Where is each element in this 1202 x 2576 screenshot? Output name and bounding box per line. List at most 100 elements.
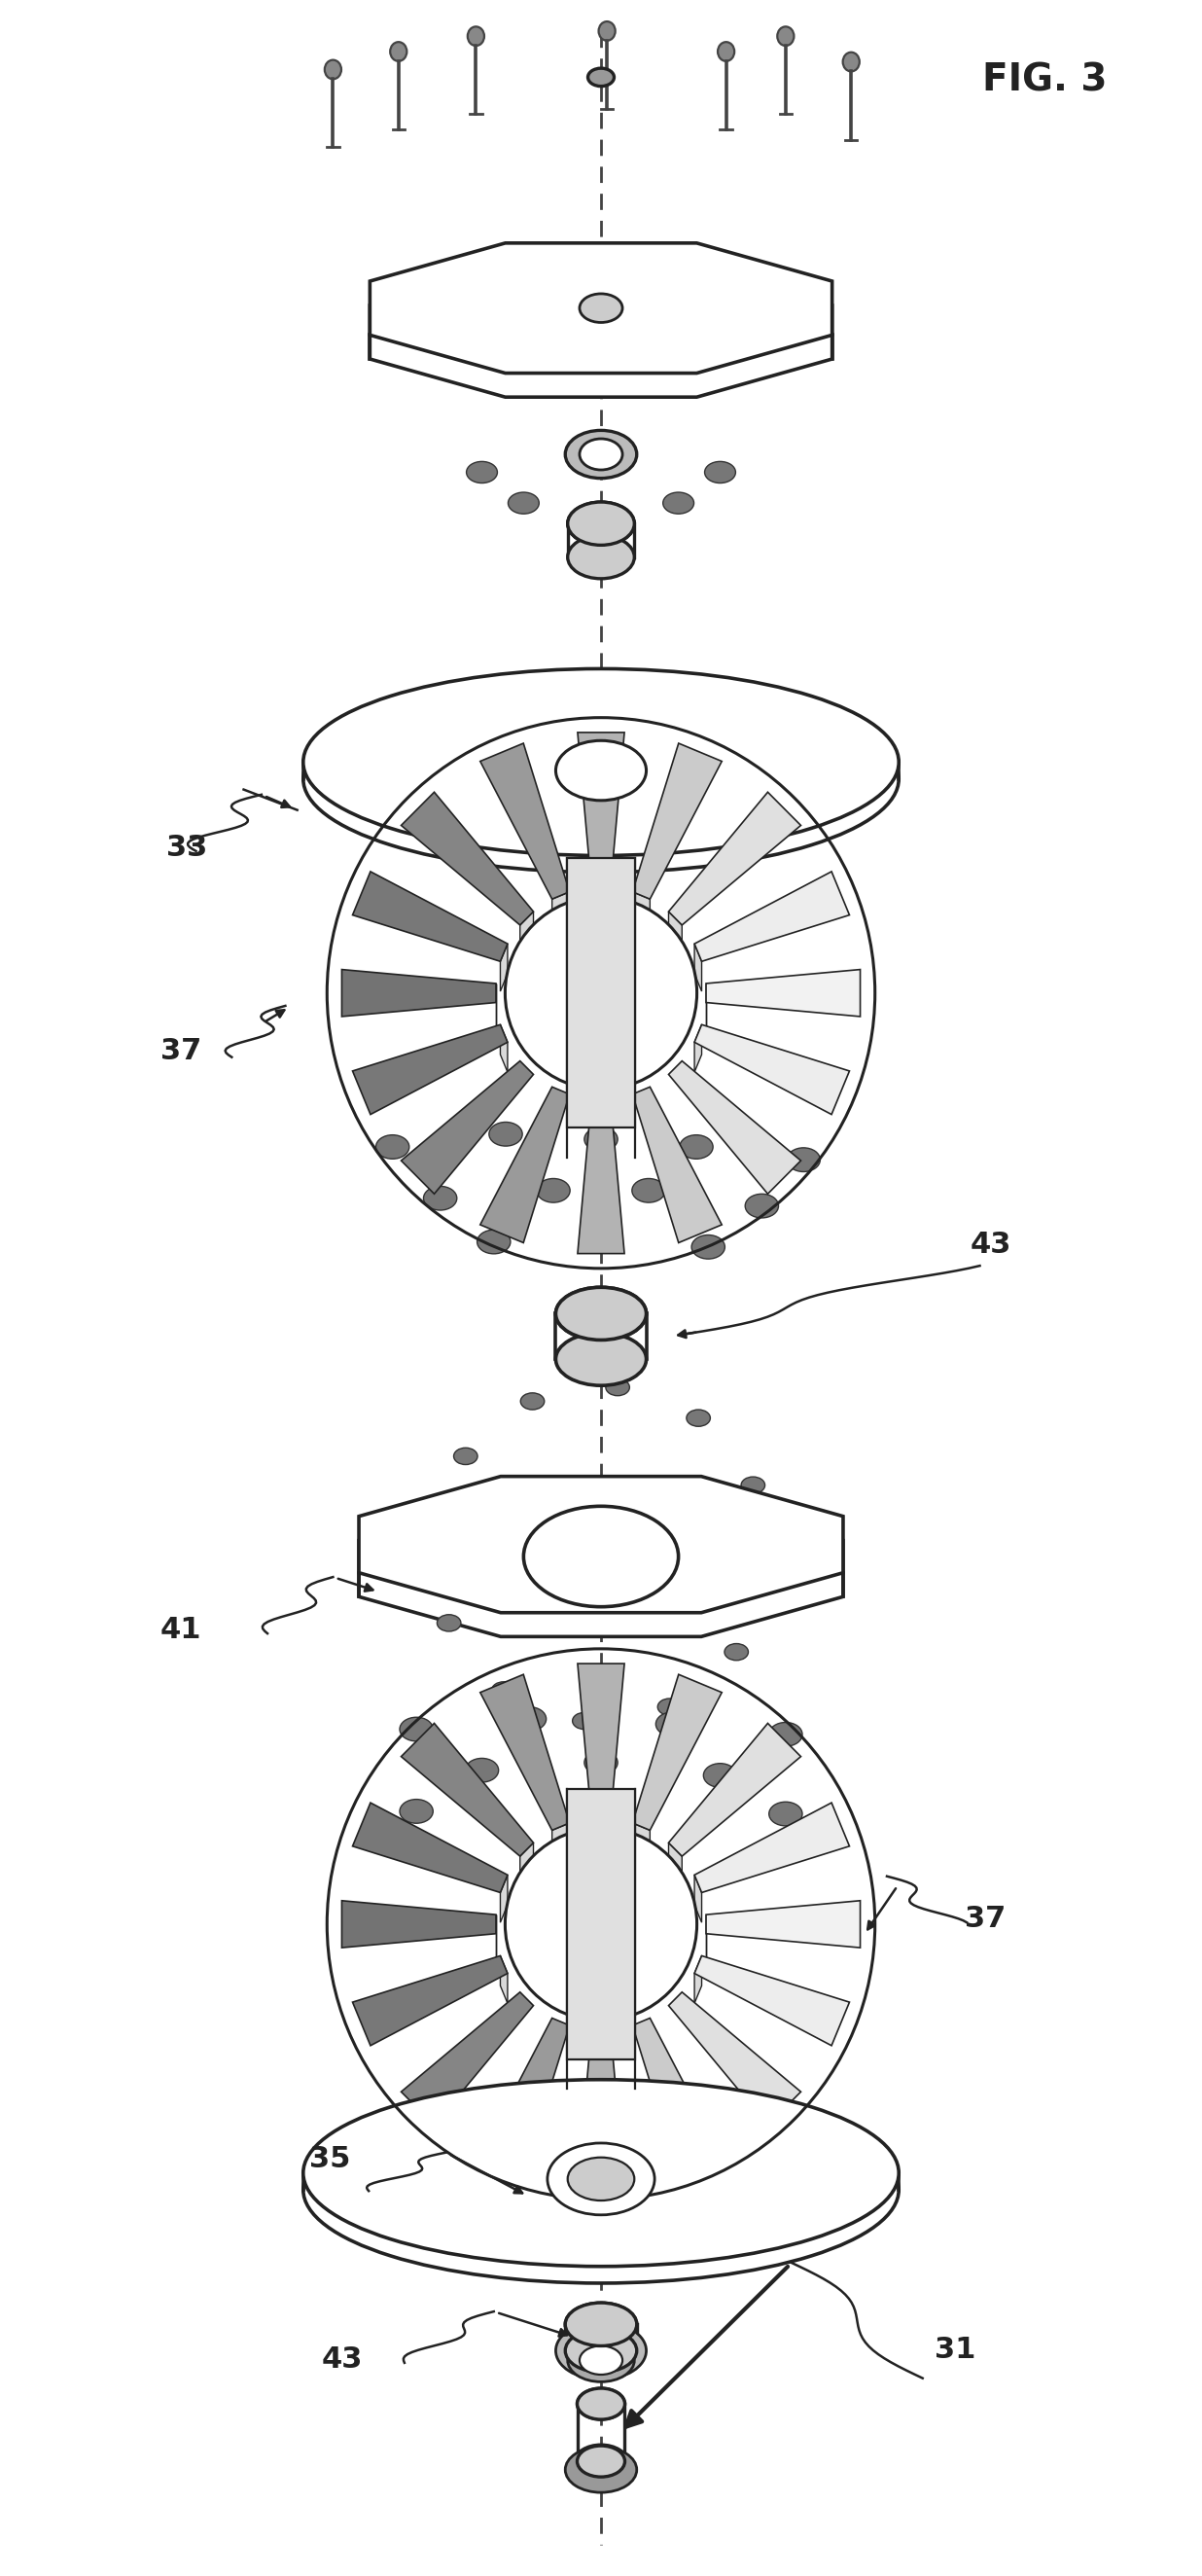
Ellipse shape xyxy=(575,2445,627,2478)
Ellipse shape xyxy=(400,1798,433,1824)
Ellipse shape xyxy=(555,1288,647,1340)
Ellipse shape xyxy=(404,2210,423,2221)
Ellipse shape xyxy=(535,2112,553,2125)
Ellipse shape xyxy=(567,536,635,580)
Ellipse shape xyxy=(406,2166,426,2179)
Ellipse shape xyxy=(454,2226,474,2239)
Polygon shape xyxy=(695,1803,850,1893)
Ellipse shape xyxy=(644,2156,664,2166)
Ellipse shape xyxy=(565,430,637,479)
Ellipse shape xyxy=(703,1765,737,1788)
Text: 37: 37 xyxy=(160,1038,202,1066)
Ellipse shape xyxy=(843,52,859,72)
Ellipse shape xyxy=(745,1193,779,1218)
Polygon shape xyxy=(370,268,832,397)
Polygon shape xyxy=(578,1664,624,1819)
Ellipse shape xyxy=(710,2179,730,2192)
Ellipse shape xyxy=(391,41,406,62)
Ellipse shape xyxy=(664,2236,683,2249)
Ellipse shape xyxy=(370,2146,389,2156)
Ellipse shape xyxy=(584,1790,618,1814)
Ellipse shape xyxy=(555,2321,647,2380)
Ellipse shape xyxy=(704,461,736,484)
Ellipse shape xyxy=(303,685,899,873)
Ellipse shape xyxy=(553,2151,572,2161)
Ellipse shape xyxy=(519,2236,538,2249)
Ellipse shape xyxy=(787,1149,820,1172)
Ellipse shape xyxy=(505,896,697,1090)
Polygon shape xyxy=(578,2030,624,2184)
Ellipse shape xyxy=(584,1752,618,1775)
Polygon shape xyxy=(668,1842,682,1886)
Ellipse shape xyxy=(555,739,647,801)
Ellipse shape xyxy=(743,268,767,286)
Ellipse shape xyxy=(466,461,498,484)
Ellipse shape xyxy=(465,1759,499,1783)
Ellipse shape xyxy=(577,2445,625,2478)
Ellipse shape xyxy=(303,2079,899,2267)
Polygon shape xyxy=(352,1955,507,2045)
Ellipse shape xyxy=(577,2388,625,2419)
Ellipse shape xyxy=(505,1829,697,2020)
Polygon shape xyxy=(578,732,624,886)
Ellipse shape xyxy=(535,2221,553,2233)
Ellipse shape xyxy=(591,2205,611,2218)
Ellipse shape xyxy=(740,2133,760,2146)
Ellipse shape xyxy=(518,2197,537,2210)
Polygon shape xyxy=(359,1499,843,1636)
Polygon shape xyxy=(668,1991,801,2125)
Ellipse shape xyxy=(508,492,538,513)
Ellipse shape xyxy=(644,2179,664,2192)
Ellipse shape xyxy=(591,2128,611,2141)
Ellipse shape xyxy=(370,2190,389,2202)
Ellipse shape xyxy=(468,26,484,46)
Ellipse shape xyxy=(442,2133,462,2146)
Ellipse shape xyxy=(654,2174,673,2184)
Text: 31: 31 xyxy=(934,2336,976,2365)
Ellipse shape xyxy=(423,1185,457,1211)
Text: 41: 41 xyxy=(160,1615,202,1643)
Ellipse shape xyxy=(477,1229,511,1255)
Ellipse shape xyxy=(538,2156,558,2166)
Ellipse shape xyxy=(743,332,767,348)
Ellipse shape xyxy=(555,1288,647,1340)
Ellipse shape xyxy=(472,2179,492,2192)
FancyBboxPatch shape xyxy=(567,858,635,1128)
Ellipse shape xyxy=(630,2151,649,2161)
Text: 35: 35 xyxy=(309,2146,350,2174)
Ellipse shape xyxy=(728,2107,748,2120)
Ellipse shape xyxy=(767,2148,786,2161)
Ellipse shape xyxy=(710,2156,730,2166)
Ellipse shape xyxy=(547,2143,655,2215)
Ellipse shape xyxy=(665,2197,684,2210)
Ellipse shape xyxy=(656,1713,689,1736)
Polygon shape xyxy=(632,744,722,899)
Ellipse shape xyxy=(438,1615,460,1631)
Ellipse shape xyxy=(526,2166,545,2179)
Ellipse shape xyxy=(303,2097,899,2282)
Ellipse shape xyxy=(591,2239,611,2251)
Polygon shape xyxy=(352,871,507,961)
Ellipse shape xyxy=(686,1409,710,1427)
Ellipse shape xyxy=(442,2200,462,2213)
Ellipse shape xyxy=(400,1718,433,1741)
Ellipse shape xyxy=(700,2120,719,2133)
Ellipse shape xyxy=(423,1530,447,1546)
Ellipse shape xyxy=(513,1708,546,1731)
Ellipse shape xyxy=(519,2099,538,2110)
Polygon shape xyxy=(401,793,534,925)
Polygon shape xyxy=(341,1901,496,1947)
Polygon shape xyxy=(401,1061,534,1193)
Ellipse shape xyxy=(588,67,614,85)
Ellipse shape xyxy=(823,2166,843,2179)
Polygon shape xyxy=(632,1087,722,1242)
Polygon shape xyxy=(500,1025,507,1072)
Polygon shape xyxy=(578,1097,624,1255)
Ellipse shape xyxy=(567,2159,635,2200)
Text: 43: 43 xyxy=(321,2347,362,2372)
Polygon shape xyxy=(695,943,702,992)
Ellipse shape xyxy=(657,2166,676,2179)
Ellipse shape xyxy=(376,1136,409,1159)
Polygon shape xyxy=(706,1901,861,1947)
Ellipse shape xyxy=(567,502,635,546)
